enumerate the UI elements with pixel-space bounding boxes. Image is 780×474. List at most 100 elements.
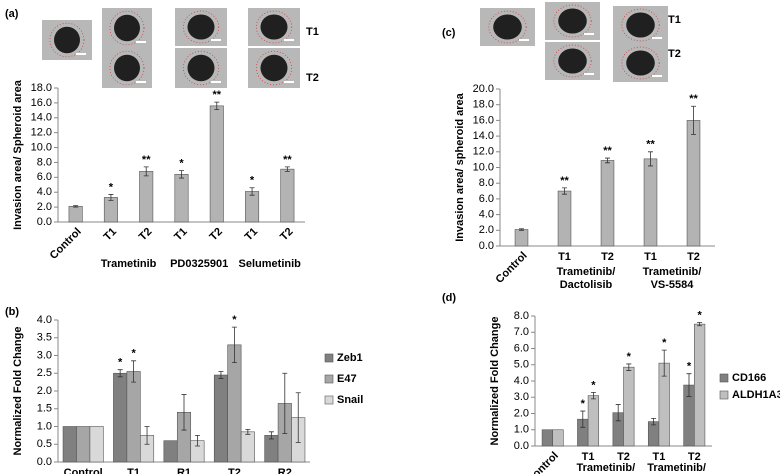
spheroid <box>558 8 587 34</box>
y-tick-label: 0.0 <box>37 456 52 468</box>
error-bar <box>249 187 255 196</box>
x-tick-label: T2 <box>601 251 614 263</box>
scale-bar <box>284 81 294 83</box>
y-tick-label: 10.0 <box>31 141 52 153</box>
y-tick-label: 2.0 <box>37 385 52 397</box>
invasion-outline <box>255 50 293 86</box>
y-tick-label: 18.0 <box>473 99 494 111</box>
x-tick-label: T2 <box>687 251 700 263</box>
invasion-outline <box>182 10 220 44</box>
x-tick-label: T2 <box>617 451 630 463</box>
significance-mark: ** <box>560 175 569 187</box>
error-bar <box>626 363 632 371</box>
error-bar <box>214 101 220 110</box>
error-bar <box>73 205 79 208</box>
x-tick-label: T2 <box>278 226 296 244</box>
x-tick-label: T1 <box>172 226 190 244</box>
y-tick-label: 8.0 <box>514 310 529 322</box>
x-tick-label: T1 <box>102 226 120 244</box>
x-tick-label: T2 <box>207 226 225 244</box>
significance-mark: * <box>697 309 702 321</box>
spheroid <box>187 14 215 40</box>
y-tick-label: 1.5 <box>37 403 52 415</box>
y-tick-label: 8.0 <box>37 156 52 168</box>
invasion-outline <box>182 50 220 86</box>
bar <box>245 191 260 223</box>
error-bar <box>131 360 137 383</box>
x-tick-label: T2 <box>228 467 241 474</box>
y-tick-label: 4.0 <box>479 209 494 221</box>
spheroid <box>626 12 655 38</box>
error-bar <box>648 151 653 167</box>
scale-bar <box>652 37 662 39</box>
significance-mark: * <box>662 337 667 349</box>
group-label: Dactolisib <box>560 279 613 291</box>
y-tick-label: 2.0 <box>514 407 529 419</box>
scale-bar <box>211 39 221 41</box>
bar <box>62 426 77 463</box>
x-tick-label: T2 <box>137 226 155 244</box>
error-bar <box>562 187 567 195</box>
invasion-outline <box>488 10 527 44</box>
x-tick-label: T2 <box>688 451 701 463</box>
y-tick-label: 8.0 <box>479 177 494 189</box>
y-tick-label: 0.0 <box>479 240 494 252</box>
spheroid <box>626 50 655 76</box>
y-axis-label: Invasion area/ Spheroid area <box>12 79 24 230</box>
scale-bar <box>584 33 594 35</box>
bar <box>557 190 572 247</box>
panel-label: (c) <box>442 27 456 39</box>
x-tick-label: T1 <box>652 451 665 463</box>
bar <box>89 426 104 463</box>
bar <box>647 421 660 447</box>
scale-bar <box>652 75 662 77</box>
spheroid <box>493 14 522 40</box>
error-bar <box>179 170 184 179</box>
significance-mark: * <box>591 379 596 391</box>
invasion-outline <box>49 22 85 58</box>
y-tick-label: 2.5 <box>37 367 52 379</box>
significance-mark: ** <box>283 154 292 166</box>
legend-label: Snail <box>337 394 363 406</box>
error-bar <box>691 105 696 135</box>
error-bar <box>268 431 274 440</box>
bar <box>600 160 615 247</box>
significance-mark: * <box>118 357 123 369</box>
legend-label: CD166 <box>732 372 766 384</box>
error-bar <box>580 410 586 428</box>
error-bar <box>231 326 237 363</box>
spheroid <box>260 14 288 40</box>
bar <box>587 395 600 447</box>
legend-swatch <box>324 395 334 405</box>
y-tick-label: 3.5 <box>37 332 52 344</box>
spheroid <box>260 54 288 82</box>
y-tick-label: 1.0 <box>514 424 529 436</box>
y-tick-label: 0.0 <box>514 440 529 452</box>
error-bar <box>519 228 524 231</box>
y-tick-label: 6.0 <box>514 342 529 354</box>
x-tick-label: R1 <box>177 467 191 474</box>
error-bar <box>590 391 596 400</box>
y-tick-label: 0.0 <box>37 216 52 228</box>
invasion-outline <box>553 4 592 38</box>
error-bar <box>661 349 667 377</box>
bar <box>240 431 255 463</box>
error-bar <box>117 369 123 378</box>
y-tick-label: 0.5 <box>37 438 52 450</box>
legend-swatch <box>324 374 334 384</box>
scale-bar <box>284 39 294 41</box>
image-label: T2 <box>668 48 681 60</box>
y-tick-label: 6.0 <box>37 171 52 183</box>
x-tick-label: T1 <box>243 226 261 244</box>
invasion-outline <box>109 10 145 46</box>
bar <box>174 174 189 223</box>
x-tick-label: Control <box>64 467 103 474</box>
y-tick-label: 20.0 <box>473 83 494 95</box>
y-tick-label: 10.0 <box>473 161 494 173</box>
x-tick-label: Control <box>48 226 84 262</box>
x-tick-label: R2 <box>278 467 292 474</box>
x-tick-label: T1 <box>558 251 571 263</box>
bar <box>686 120 701 247</box>
y-tick-label: 2.0 <box>479 224 494 236</box>
